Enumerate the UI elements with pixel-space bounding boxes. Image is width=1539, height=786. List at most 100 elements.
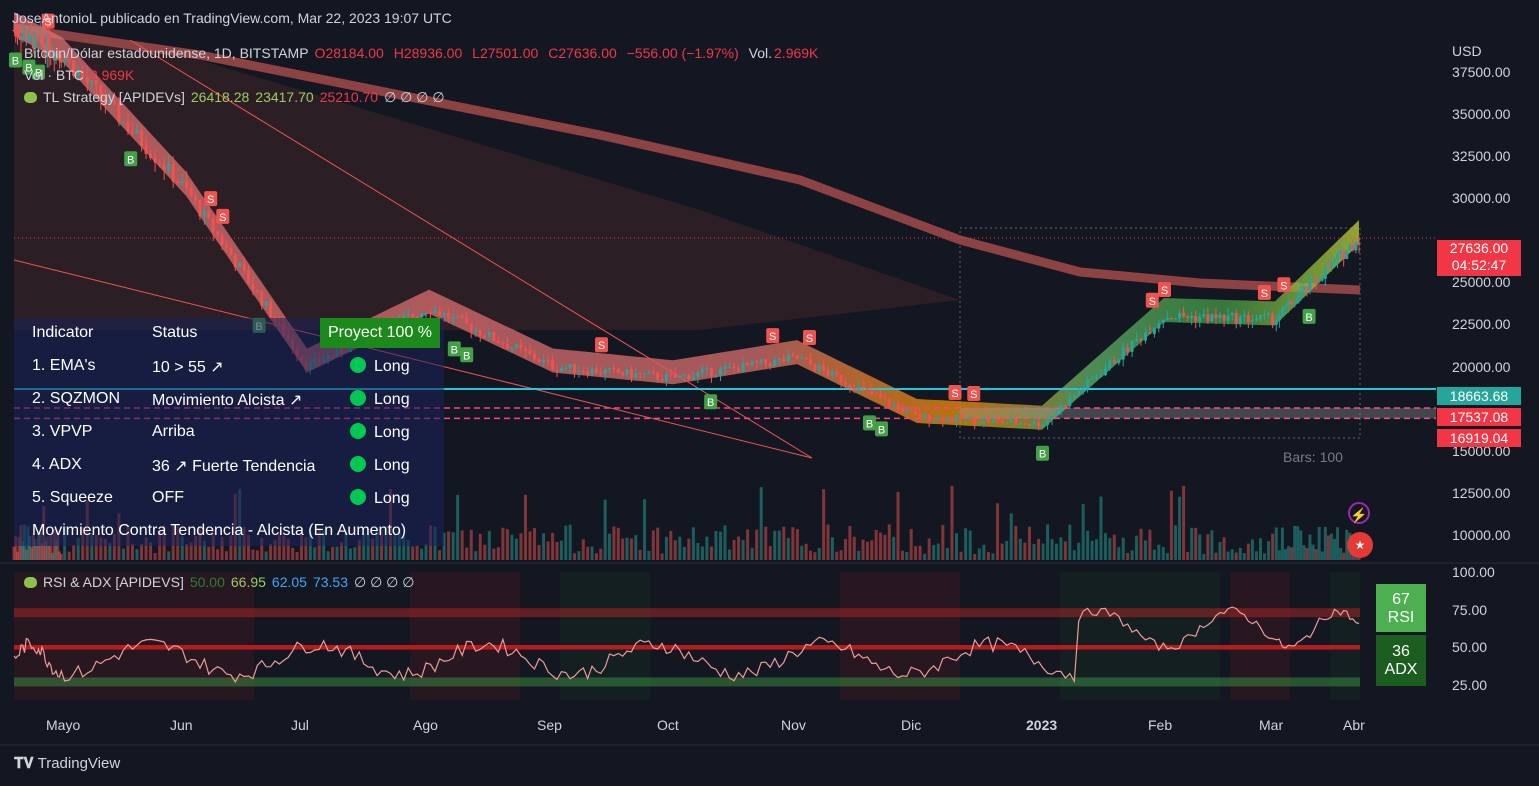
- candle-body: [121, 121, 125, 123]
- candle-body: [35, 32, 39, 36]
- candle-body: [647, 372, 651, 374]
- candle-body: [1059, 405, 1063, 413]
- volume-bar: [629, 538, 633, 560]
- volume-bar: [1099, 496, 1103, 560]
- tradingview-logo[interactable]: 𝐓𝐕 TradingView: [14, 755, 120, 772]
- candle-body: [52, 55, 56, 61]
- candle-body: [185, 181, 189, 188]
- level-tag-3: 16919.04: [1437, 429, 1521, 447]
- candle-body: [791, 355, 795, 357]
- volume-bar: [299, 532, 303, 560]
- volume-legend[interactable]: Vol · BTC 2.969K: [24, 67, 140, 83]
- volume-bar: [1198, 534, 1202, 560]
- candle-body: [460, 315, 464, 318]
- volume-bar: [737, 536, 741, 560]
- volume-bar: [216, 549, 220, 560]
- candle-body: [844, 382, 848, 385]
- volume-bar: [1326, 535, 1330, 560]
- candle-body: [510, 347, 514, 349]
- price-axis-label: 35000.00: [1452, 106, 1511, 123]
- volume-bar: [424, 544, 428, 560]
- candle-body: [741, 362, 745, 372]
- volume-bar: [678, 536, 682, 560]
- volume-bar: [1095, 539, 1099, 560]
- candle-body: [1126, 347, 1130, 352]
- volume-bar: [687, 538, 691, 560]
- candle-body: [687, 375, 691, 380]
- signal-letter: S: [769, 331, 776, 343]
- candle-body: [1143, 332, 1147, 341]
- buy-signal: [1036, 445, 1049, 461]
- volume-bar: [1103, 533, 1107, 560]
- volume-bar: [755, 529, 759, 560]
- volume-bar: [1342, 552, 1346, 560]
- volume-bar: [732, 540, 736, 560]
- volume-bar: [1161, 547, 1165, 560]
- volume-bar: [510, 534, 514, 560]
- volume-bar: [1068, 524, 1072, 560]
- price-axis-label: 10000.00: [1452, 526, 1511, 543]
- candle-body: [1238, 316, 1242, 324]
- strategy-legend[interactable]: TL Strategy [APIDEVs] 26418.28 23417.70 252…: [24, 89, 451, 106]
- status-dot: [350, 390, 366, 406]
- candle-body: [1103, 368, 1107, 376]
- volume-bar: [533, 528, 537, 560]
- candle-body: [216, 231, 220, 236]
- candle-body: [1077, 391, 1081, 396]
- signal-letter: B: [463, 350, 470, 362]
- candle-body: [795, 355, 799, 359]
- candle-body: [759, 359, 763, 363]
- volume-bar: [420, 548, 424, 560]
- candle-body: [542, 359, 546, 363]
- volume-bar: [643, 499, 647, 560]
- candle-body: [786, 355, 790, 362]
- candle-body: [1081, 388, 1085, 392]
- volume-bar: [357, 539, 361, 560]
- candle-body: [621, 372, 625, 375]
- candle-body: [1148, 332, 1152, 334]
- candle-body: [149, 153, 153, 158]
- candle-body: [955, 414, 959, 422]
- volume-bar: [130, 543, 134, 560]
- volume-bar: [746, 529, 750, 560]
- rsi-zone: [14, 572, 254, 700]
- table-row: 1. EMA's 10 > 55 ↗ Long: [32, 357, 410, 376]
- volume-bar: [45, 536, 49, 560]
- volume-bar: [664, 536, 668, 560]
- frog-icon: [24, 577, 37, 588]
- candle-body: [135, 129, 139, 134]
- volume-bar: [1152, 549, 1156, 560]
- candle-body: [1023, 423, 1027, 425]
- volume-bar: [1143, 540, 1147, 560]
- volume-bar: [58, 551, 62, 560]
- candle-body: [158, 162, 162, 165]
- proyect-badge: Proyect 100 %: [320, 318, 440, 348]
- volume-bar: [564, 525, 568, 560]
- candle-body: [16, 30, 20, 37]
- volume-bar: [822, 489, 826, 560]
- candle-body: [586, 371, 590, 375]
- lightning-icon[interactable]: ⚡: [1348, 502, 1370, 524]
- volume-bar: [269, 544, 273, 560]
- volume-bar: [35, 546, 39, 560]
- volume-label: Vol · BTC: [24, 67, 84, 83]
- volume-bar: [1108, 538, 1112, 560]
- rsi-zone: [410, 572, 520, 700]
- candle-body: [1090, 378, 1094, 380]
- candle-body: [643, 373, 647, 375]
- candle-body: [153, 157, 157, 163]
- rsi-axis-label: 75.00: [1452, 601, 1488, 618]
- candle-body: [14, 30, 18, 32]
- volume-bar: [786, 537, 790, 560]
- candle-body: [732, 366, 736, 368]
- volume-bar: [1320, 551, 1324, 560]
- volume-bar: [728, 549, 732, 560]
- price-axis-label: 12500.00: [1452, 484, 1511, 501]
- rsi-legend[interactable]: RSI & ADX [APIDEVS] 50.00 66.95 62.05 73.53 ∅…: [24, 574, 420, 591]
- candle-body: [264, 301, 268, 306]
- volume-bar: [1311, 544, 1315, 560]
- candle-body: [581, 371, 585, 373]
- us-flag-icon[interactable]: ★: [1347, 532, 1373, 558]
- rsi-axis-label: 100.00: [1452, 564, 1495, 580]
